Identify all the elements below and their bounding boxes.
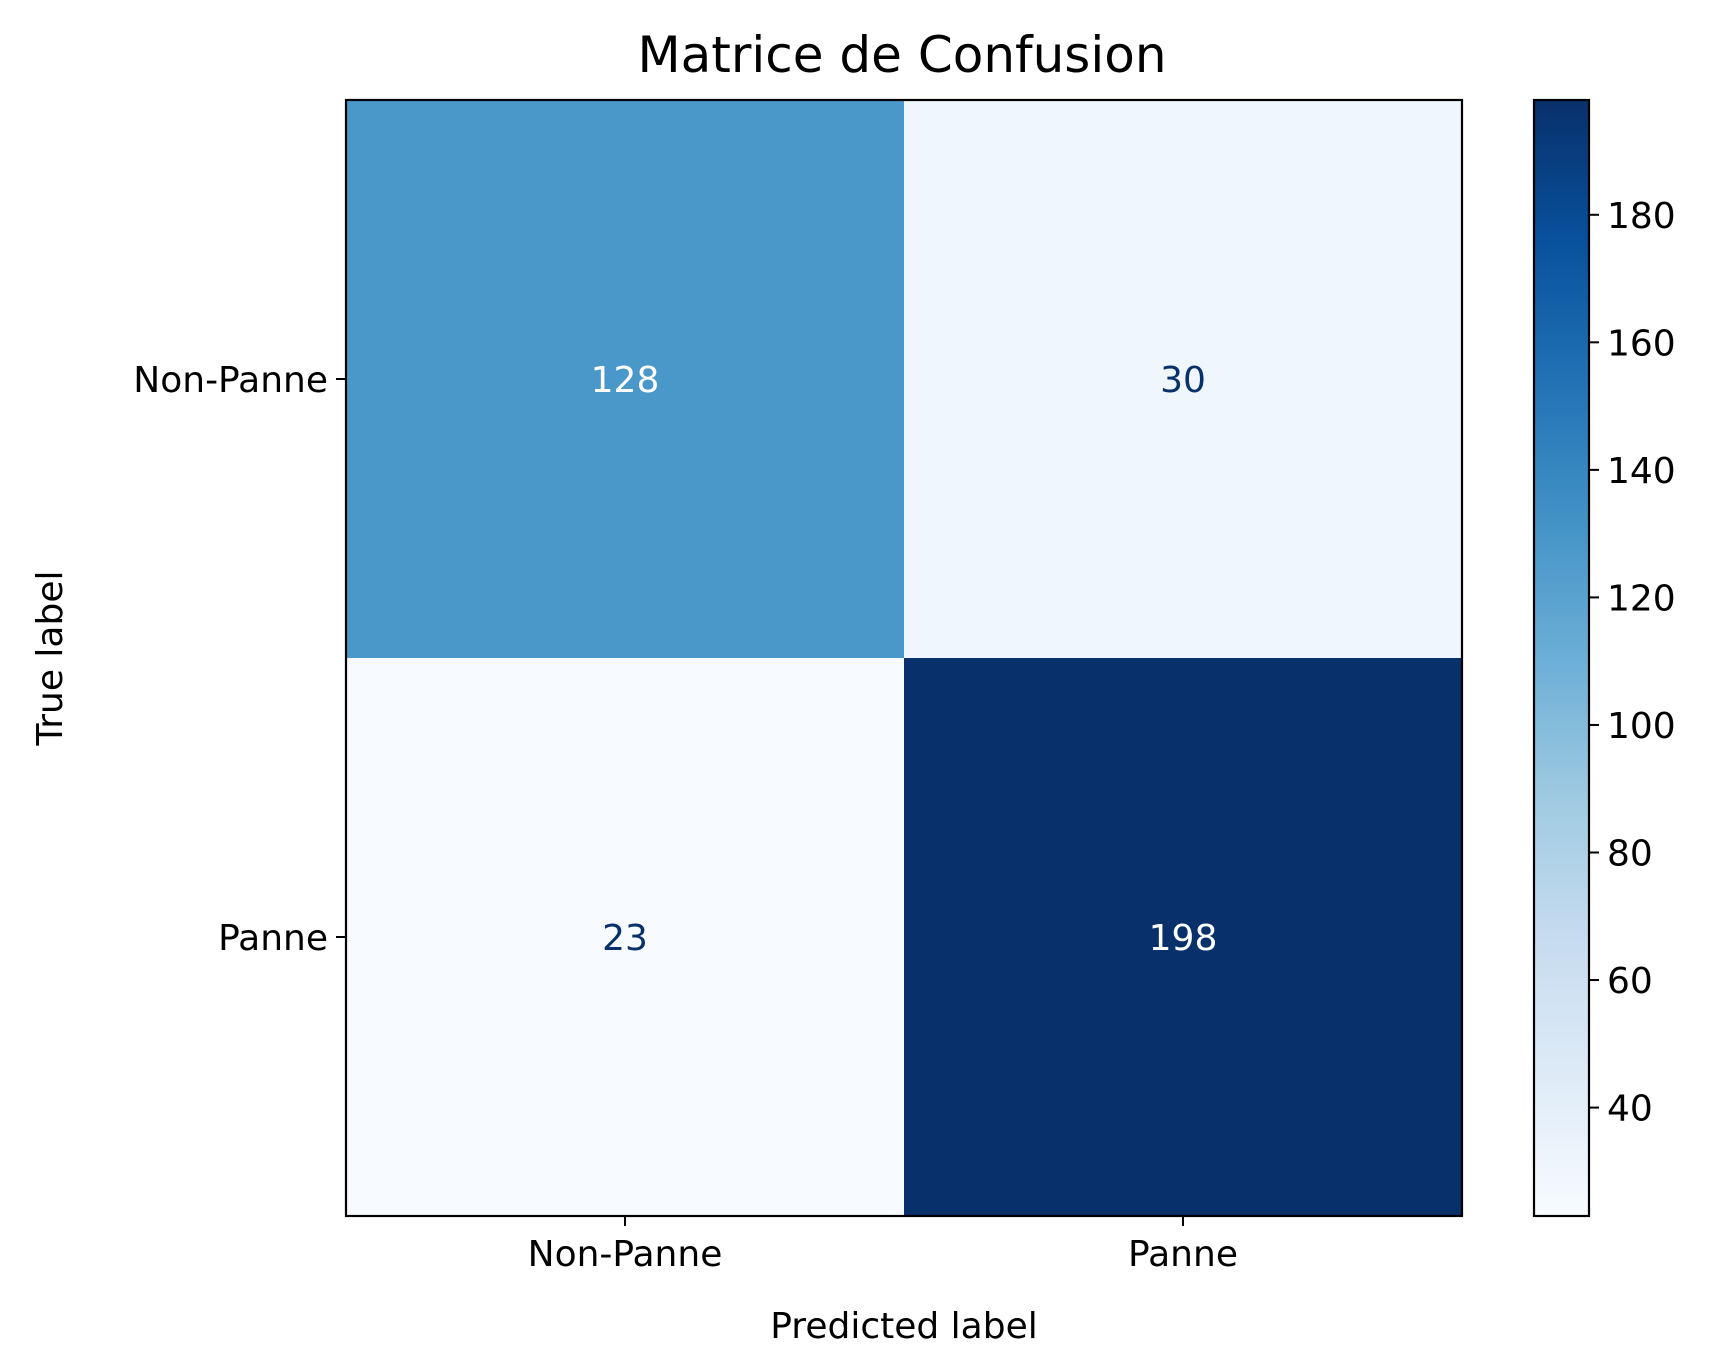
colorbar-tick-label: 80 xyxy=(1607,834,1653,875)
heatmap-cell xyxy=(904,100,1463,659)
chart-title: Matrice de Confusion xyxy=(637,26,1166,84)
cell-value-label: 128 xyxy=(591,360,660,401)
colorbar-tick-label: 160 xyxy=(1607,323,1676,364)
colorbar-tick-label: 100 xyxy=(1607,706,1676,747)
y-tick-label: Panne xyxy=(218,918,328,959)
heatmap-cell xyxy=(904,658,1463,1217)
heatmap-cells xyxy=(346,100,1463,1217)
colorbar-ticks: 40 60 80 100 120 140 160 180 xyxy=(1589,196,1676,1130)
x-tick-label: Panne xyxy=(1128,1234,1238,1275)
y-tick-label: Non-Panne xyxy=(133,360,328,401)
x-tick-label: Non-Panne xyxy=(528,1234,723,1275)
y-axis-ticks: Non-Panne Panne xyxy=(133,360,346,959)
cell-value-label: 23 xyxy=(602,918,648,959)
cell-value-label: 30 xyxy=(1160,360,1206,401)
colorbar-tick-label: 120 xyxy=(1607,578,1676,619)
heatmap-cell-labels: 128 30 23 198 xyxy=(591,360,1218,959)
colorbar-tick-label: 40 xyxy=(1607,1089,1653,1130)
colorbar-tick-label: 180 xyxy=(1607,196,1676,237)
colorbar-tick-label: 60 xyxy=(1607,961,1653,1002)
heatmap-cell xyxy=(346,658,905,1217)
cell-value-label: 198 xyxy=(1149,918,1218,959)
plot-frame xyxy=(344,98,1464,1218)
heatmap-cell xyxy=(346,100,905,659)
colorbar xyxy=(1532,98,1591,1218)
y-axis-label: True label xyxy=(30,571,71,747)
x-axis-ticks: Non-Panne Panne xyxy=(528,1216,1238,1275)
x-axis-label: Predicted label xyxy=(770,1306,1038,1347)
colorbar-tick-label: 140 xyxy=(1607,451,1676,492)
